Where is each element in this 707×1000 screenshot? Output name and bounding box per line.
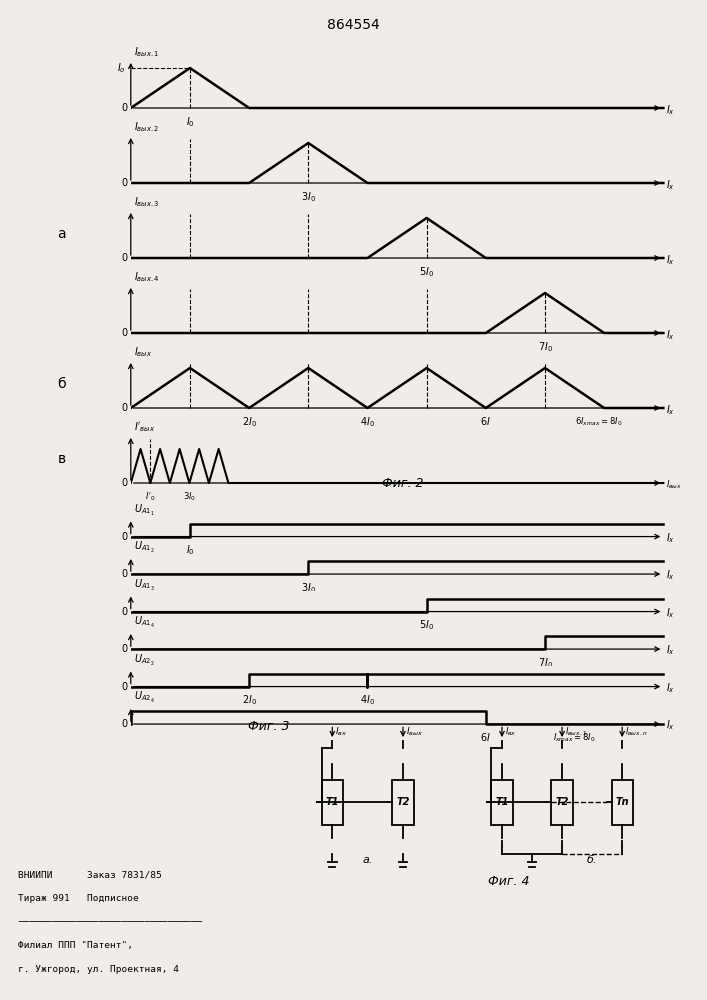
- Text: $2I_0$: $2I_0$: [242, 415, 257, 429]
- Text: $4I_0$: $4I_0$: [360, 415, 375, 429]
- Text: $I_{вх}$: $I_{вх}$: [335, 726, 347, 738]
- Text: $I_{вых.4}$: $I_{вых.4}$: [134, 270, 160, 284]
- Text: $U_{A2_4}$: $U_{A2_4}$: [134, 690, 155, 705]
- Text: $I_x$: $I_x$: [666, 103, 675, 117]
- Text: $I_{вых.1}$: $I_{вых.1}$: [134, 45, 159, 59]
- Text: $I_{xmax}{=}8I_0$: $I_{xmax}{=}8I_0$: [554, 731, 596, 744]
- Text: ВНИИПИ      Заказ 7831/85: ВНИИПИ Заказ 7831/85: [18, 870, 161, 879]
- Text: $U_{A1_2}$: $U_{A1_2}$: [134, 540, 155, 555]
- Text: $7I_0$: $7I_0$: [537, 656, 552, 670]
- Text: $I_{вых.3}$: $I_{вых.3}$: [134, 195, 159, 209]
- Text: а.: а.: [363, 855, 373, 865]
- Text: б: б: [57, 377, 66, 391]
- Text: $I_{вых}$: $I_{вых}$: [406, 726, 423, 738]
- Text: $I_{вх}$: $I_{вх}$: [505, 726, 516, 738]
- Text: Фиг. 2: Фиг. 2: [382, 477, 423, 490]
- Text: $6I$: $6I$: [481, 731, 491, 743]
- Text: $I_{вых.n}$: $I_{вых.n}$: [625, 726, 648, 738]
- Text: 0: 0: [122, 253, 128, 263]
- Text: б.: б.: [587, 855, 597, 865]
- Text: $3I_0$: $3I_0$: [183, 490, 196, 503]
- Text: 0: 0: [122, 607, 128, 617]
- Text: $4I_0$: $4I_0$: [360, 694, 375, 707]
- Text: $6I$: $6I$: [481, 415, 491, 427]
- Text: $3I_0$: $3I_0$: [301, 190, 316, 204]
- Text: в: в: [57, 452, 66, 466]
- Text: $2I_0$: $2I_0$: [242, 694, 257, 707]
- Text: $I_x$: $I_x$: [666, 178, 675, 192]
- Text: $I'_0$: $I'_0$: [145, 490, 156, 503]
- Text: $5I_0$: $5I_0$: [419, 265, 434, 279]
- Text: 0: 0: [122, 328, 128, 338]
- Text: $I_x$: $I_x$: [666, 718, 675, 732]
- Text: T2: T2: [556, 797, 568, 807]
- Text: 0: 0: [122, 569, 128, 579]
- Text: $I'_{вых}$: $I'_{вых}$: [134, 420, 155, 434]
- Text: $I_0$: $I_0$: [185, 115, 194, 129]
- Bar: [491, 780, 513, 825]
- Text: $I_x$: $I_x$: [666, 643, 675, 657]
- Text: Филиал ППП "Патент",: Филиал ППП "Патент",: [18, 941, 133, 950]
- Text: 0: 0: [122, 719, 128, 729]
- Text: $I_x$: $I_x$: [666, 253, 675, 267]
- Bar: [392, 780, 414, 825]
- Bar: [551, 780, 573, 825]
- Text: $U_{A1_1}$: $U_{A1_1}$: [134, 503, 155, 518]
- Text: ────────────────────────────────: ────────────────────────────────: [18, 918, 201, 926]
- Text: $U_{A2_2}$: $U_{A2_2}$: [134, 653, 155, 668]
- Text: $I_x$: $I_x$: [666, 606, 675, 620]
- Text: Фиг. 4: Фиг. 4: [489, 875, 530, 888]
- Text: $U_{A1_3}$: $U_{A1_3}$: [134, 578, 155, 593]
- Text: 0: 0: [122, 403, 128, 413]
- Text: T1: T1: [326, 797, 339, 807]
- Text: Фиг. 3: Фиг. 3: [248, 720, 289, 733]
- Text: $U_{A1_4}$: $U_{A1_4}$: [134, 615, 155, 630]
- Text: $5I_0$: $5I_0$: [419, 619, 434, 632]
- Text: Тираж 991   Подписное: Тираж 991 Подписное: [18, 894, 139, 903]
- Text: $I_{вых.1}$: $I_{вых.1}$: [565, 726, 587, 738]
- Text: 0: 0: [122, 478, 128, 488]
- Bar: [322, 780, 343, 825]
- Text: $I_x$: $I_x$: [666, 328, 675, 342]
- Text: $I_0$: $I_0$: [185, 544, 194, 557]
- Text: 864554: 864554: [327, 18, 380, 32]
- Text: $6I_{xmax}{=}8I_0$: $6I_{xmax}{=}8I_0$: [575, 415, 622, 428]
- Bar: [612, 780, 633, 825]
- Text: $I_x$: $I_x$: [666, 531, 675, 545]
- Text: Tn: Tn: [615, 797, 629, 807]
- Text: $I_{вых}$: $I_{вых}$: [666, 479, 682, 491]
- Text: 0: 0: [122, 178, 128, 188]
- Text: $7I_0$: $7I_0$: [537, 340, 552, 354]
- Text: 0: 0: [122, 532, 128, 542]
- Text: г. Ужгород, ул. Проектная, 4: г. Ужгород, ул. Проектная, 4: [18, 965, 179, 974]
- Text: $I_x$: $I_x$: [666, 568, 675, 582]
- Text: 0: 0: [122, 103, 128, 113]
- Text: $3I_0$: $3I_0$: [301, 581, 316, 595]
- Text: T1: T1: [496, 797, 508, 807]
- Text: $I_{вых}$: $I_{вых}$: [134, 345, 152, 359]
- Text: $I_o$: $I_o$: [117, 61, 126, 75]
- Text: 0: 0: [122, 644, 128, 654]
- Text: а: а: [57, 227, 66, 241]
- Text: $I_x$: $I_x$: [666, 681, 675, 695]
- Text: $I_x$: $I_x$: [666, 403, 675, 417]
- Text: $I_{вых.2}$: $I_{вых.2}$: [134, 120, 159, 134]
- Text: T2: T2: [397, 797, 409, 807]
- Text: 0: 0: [122, 682, 128, 692]
